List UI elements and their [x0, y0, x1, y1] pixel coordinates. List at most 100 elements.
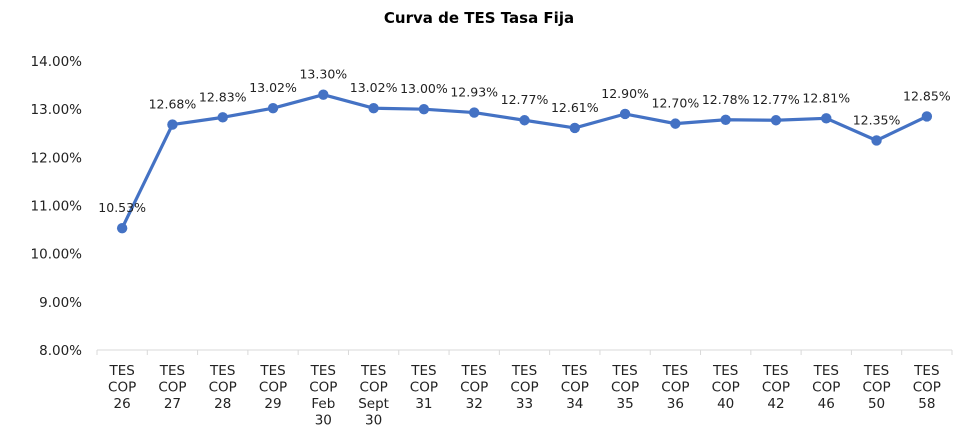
x-tick-label-line: 29: [264, 396, 281, 412]
x-tick-label-line: COP: [460, 380, 488, 396]
x-tick-label-line: TES: [662, 363, 688, 379]
x-tick-label: TES COP Sept 30: [358, 363, 389, 429]
x-tick-label-line: 26: [114, 396, 131, 412]
data-labels: 10.53%12.68% 12.83%13.02%13.30%13.02% 13.0…: [98, 67, 950, 215]
y-tick-label: 10.00%: [31, 247, 83, 263]
data-label: 12.70%: [652, 96, 700, 111]
data-point: [770, 115, 782, 126]
data-label: 13.02%: [350, 80, 398, 95]
x-tick-label-line: 28: [214, 396, 231, 412]
data-point: [418, 103, 430, 115]
x-tick-label-line: 46: [818, 396, 835, 412]
x-tick-label-line: TES: [561, 363, 587, 379]
x-tick-label-line: COP: [158, 380, 186, 396]
x-tick-label: TES COP 29: [259, 363, 287, 412]
x-tick-label-line: TES: [913, 363, 939, 379]
x-tick-label-line: TES: [863, 363, 889, 379]
x-tick-label-line: TES: [360, 363, 386, 379]
x-tick-label: TES COP 42: [762, 363, 790, 412]
x-tick-label-line: TES: [511, 363, 537, 379]
x-tick-label: TES COP 40: [712, 363, 740, 412]
y-tick-label: 14.00%: [31, 54, 83, 70]
x-tick-label: TES COP 31: [410, 363, 438, 412]
x-tick-label-line: 30: [315, 413, 332, 429]
x-tick-label: TES COP 36: [661, 363, 689, 412]
data-point: [921, 111, 933, 122]
x-tick-label-line: COP: [812, 380, 840, 396]
x-tick-label-line: COP: [561, 380, 589, 396]
x-tick-label-line: 40: [717, 396, 734, 412]
x-tick-label-line: TES: [611, 363, 637, 379]
x-tick-label-line: COP: [108, 380, 136, 396]
x-tick-label: TES COP 58: [913, 363, 941, 412]
x-tick-label: TES COP 46: [812, 363, 840, 412]
x-tick-label-line: COP: [712, 380, 740, 396]
x-tick-label-line: 27: [164, 396, 181, 412]
x-tick-label-line: 58: [918, 396, 935, 412]
y-tick-label: 9.00%: [39, 295, 82, 311]
x-tick-label-line: COP: [259, 380, 287, 396]
x-tick-label-line: COP: [762, 380, 790, 396]
data-label: 12.90%: [601, 86, 649, 101]
x-tick-label: TES COP 32: [460, 363, 488, 412]
data-label: 12.77%: [752, 92, 800, 107]
x-tick-label-line: COP: [309, 380, 337, 396]
x-tick-label-line: TES: [712, 363, 738, 379]
x-tick-label: TES COP 35: [611, 363, 639, 412]
x-tick-label-line: COP: [913, 380, 941, 396]
x-tick-label-line: TES: [310, 363, 336, 379]
data-label: 13.30%: [299, 67, 347, 82]
chart-title: Curva de TES Tasa Fija: [384, 9, 574, 27]
x-tick-label-line: 30: [365, 413, 382, 429]
x-tick-label-line: TES: [108, 363, 134, 379]
x-tick-label-line: TES: [813, 363, 839, 379]
data-label: 12.68%: [149, 97, 197, 112]
data-label: 13.02%: [249, 80, 297, 95]
data-point: [116, 222, 128, 234]
x-tick-label-line: 42: [767, 396, 784, 412]
x-tick-label-line: COP: [209, 380, 237, 396]
x-tick-label-line: 35: [616, 396, 633, 412]
y-tick-label: 11.00%: [31, 199, 83, 215]
x-tick-label-line: TES: [410, 363, 436, 379]
x-tick-label: TES COP Feb 30: [309, 363, 337, 429]
data-label: 13.00%: [400, 81, 448, 96]
data-label: 12.35%: [853, 112, 901, 127]
x-tick-label-line: Sept: [358, 396, 389, 412]
data-point: [720, 114, 731, 125]
data-point: [670, 118, 681, 129]
x-tick-label-line: COP: [862, 380, 890, 396]
x-tick-label-line: COP: [360, 380, 388, 396]
data-label: 12.85%: [903, 88, 951, 103]
data-point: [871, 135, 882, 146]
data-point: [318, 89, 329, 100]
x-tick-label-line: 50: [868, 396, 885, 412]
y-tick-label: 13.00%: [31, 102, 83, 118]
x-tick-label-line: 31: [415, 396, 432, 412]
data-label: 12.81%: [802, 90, 850, 105]
data-point: [569, 122, 580, 134]
data-point: [217, 112, 228, 123]
data-label: 12.78%: [702, 92, 750, 107]
x-tick-label-line: 32: [466, 396, 483, 412]
data-label: 12.61%: [551, 100, 599, 115]
x-tick-label-line: COP: [510, 380, 538, 396]
data-point: [519, 115, 530, 126]
x-tick-label-line: COP: [410, 380, 438, 396]
data-point: [167, 119, 178, 130]
x-tick-label-line: COP: [611, 380, 639, 396]
data-point: [469, 107, 480, 118]
data-label: 12.77%: [501, 92, 549, 107]
series-layer: [116, 89, 933, 234]
data-point: [821, 113, 832, 124]
y-tick-label: 12.00%: [31, 150, 83, 166]
x-tick-label-line: TES: [259, 363, 285, 379]
y-axis: 8.00% 9.00% 10.00% 11.00% 12.00% 13.00% 14.00%: [31, 54, 83, 359]
x-tick-label-line: TES: [762, 363, 788, 379]
x-tick-label-line: TES: [159, 363, 185, 379]
x-tick-label-line: 34: [566, 396, 583, 412]
data-point: [368, 103, 379, 114]
